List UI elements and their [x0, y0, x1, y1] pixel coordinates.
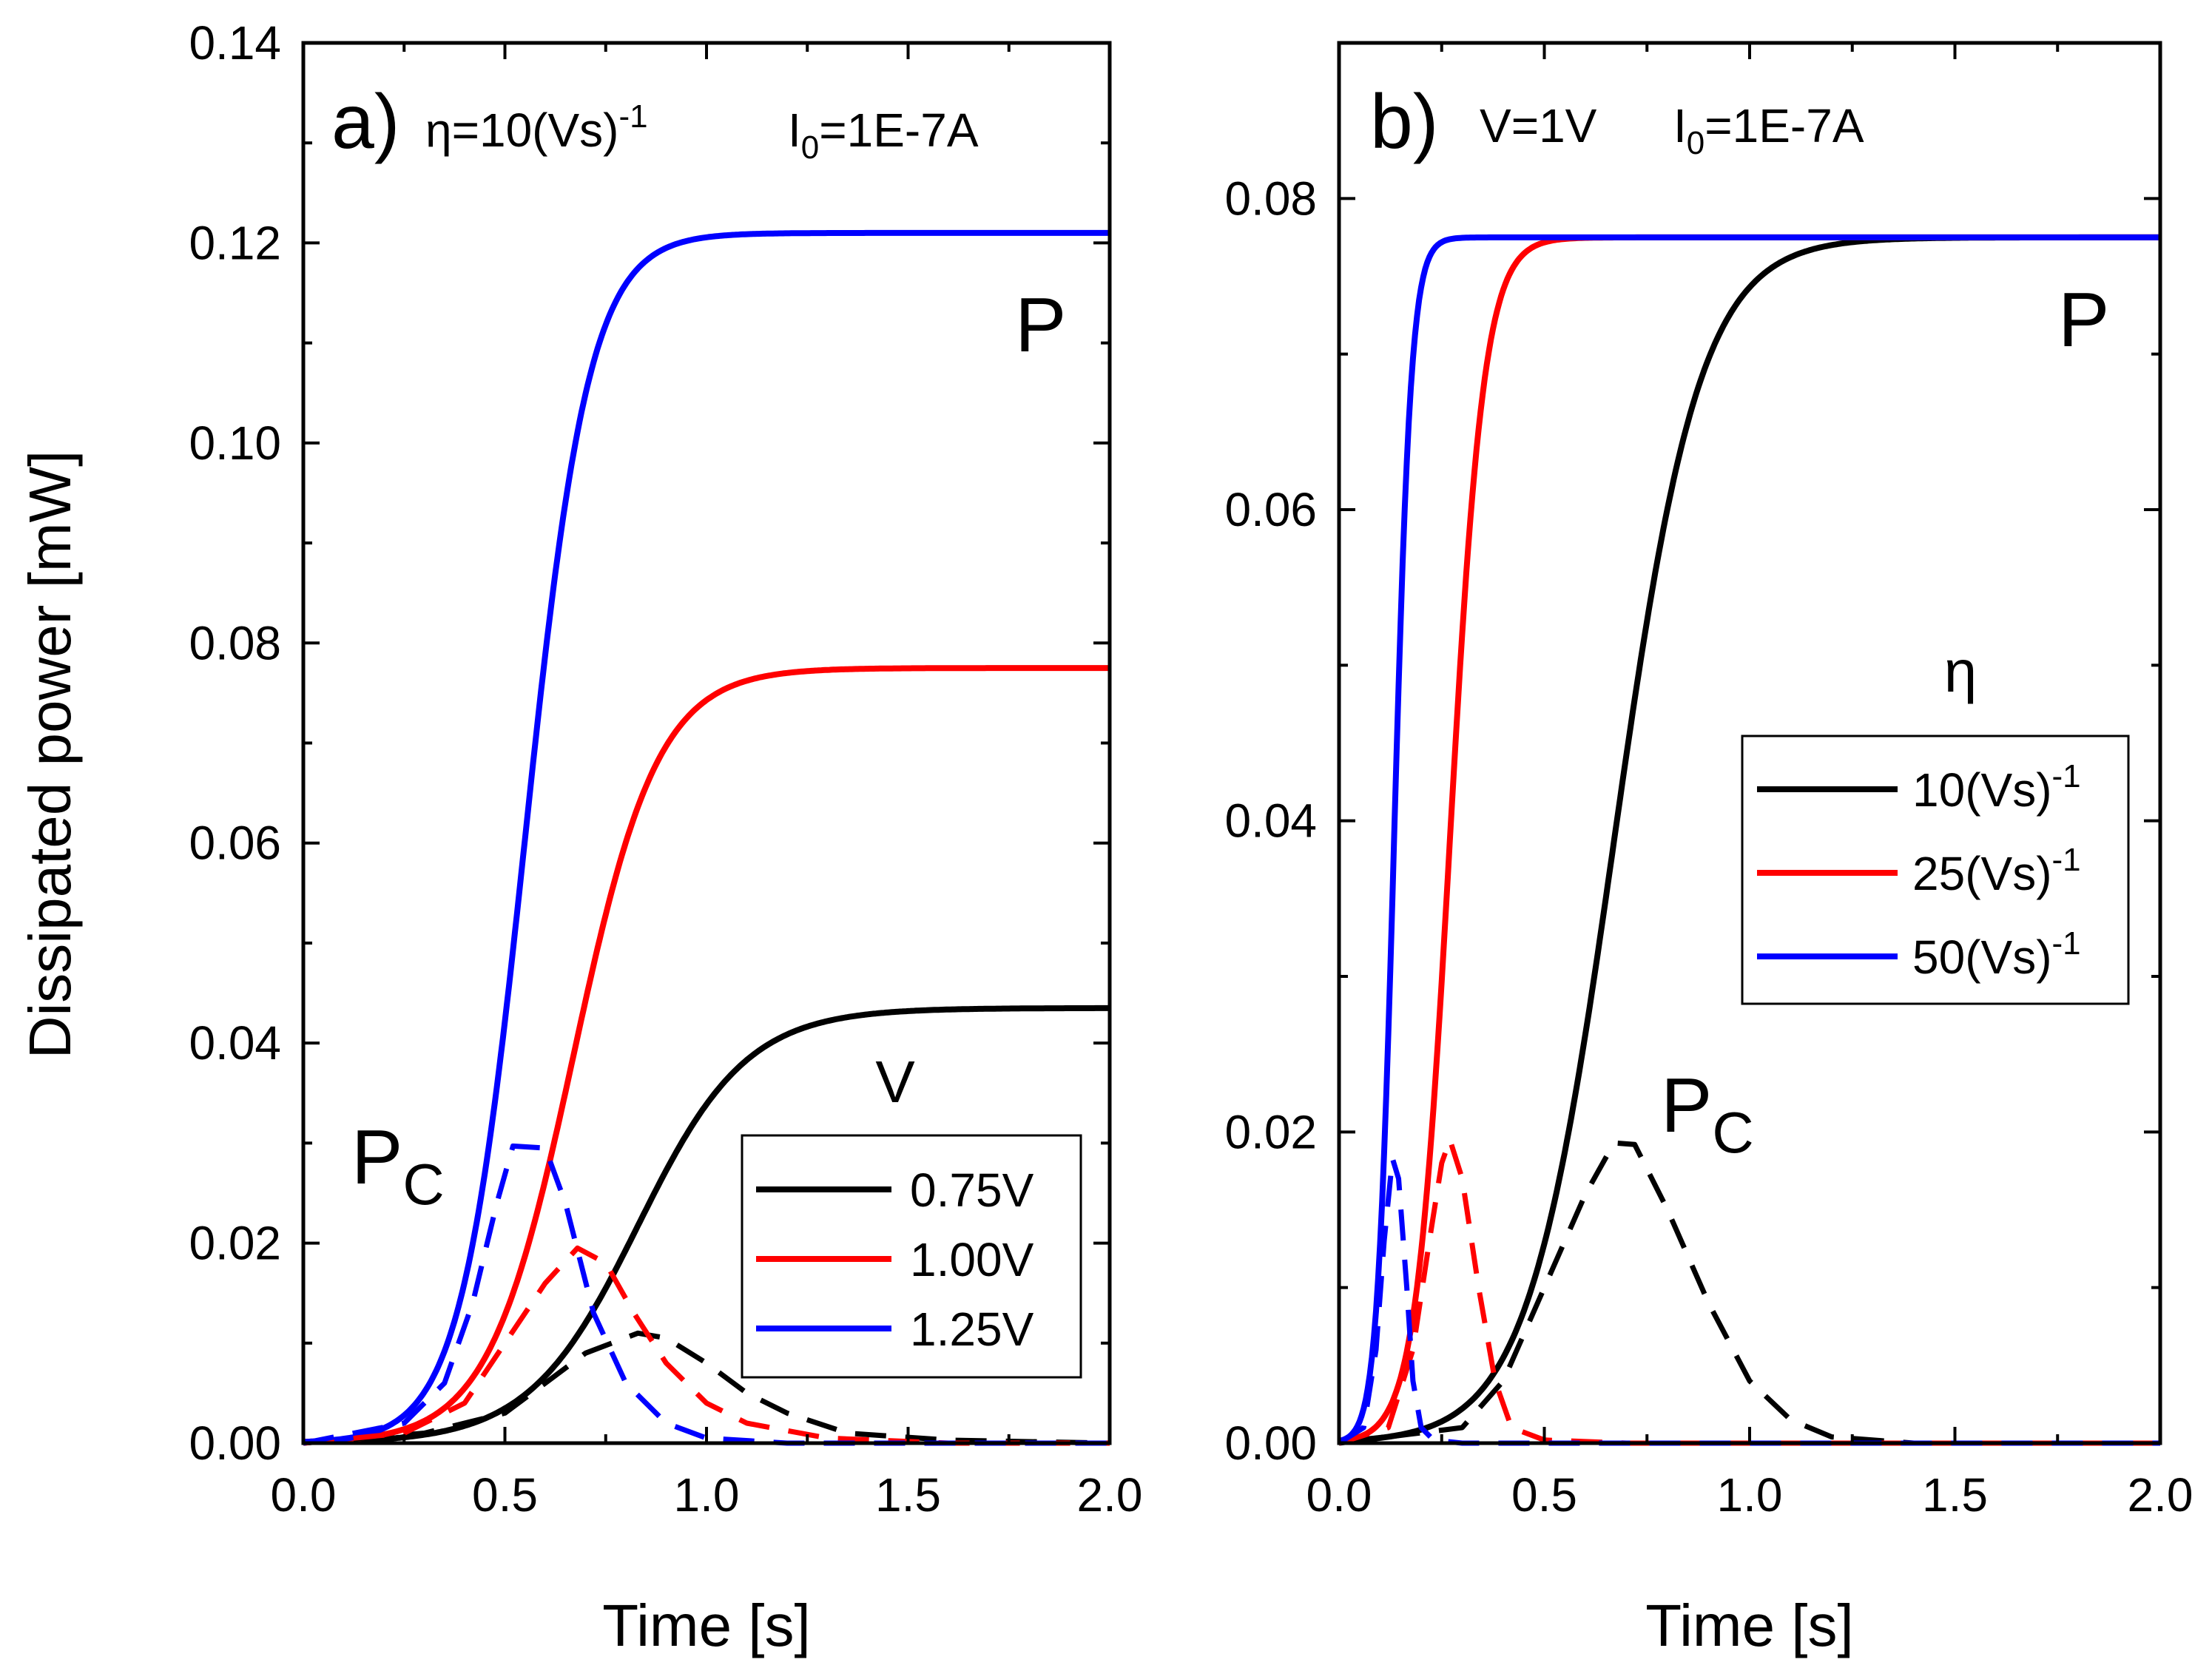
panel-a-pc-sub: C [402, 1152, 444, 1217]
panel-b-x-tick-label: 0.5 [1511, 1468, 1577, 1522]
panel-b-legend-label-0: 10(Vs)-1 [1912, 758, 2081, 817]
panel-b-legend-exp-1: -1 [2052, 842, 2081, 878]
panel-b-y-tick-label: 0.02 [1224, 1105, 1317, 1158]
panel-a-x-tick-label: 1.5 [875, 1468, 941, 1522]
panel-b-legend-entry-1: 25(Vs)-1 [1757, 842, 2081, 900]
panel-a-eta-exponent: -1 [618, 98, 647, 135]
panel-a-label: a) [331, 79, 399, 165]
panel-b-current-value: =1E-7A [1704, 99, 1864, 152]
panel-b-current-symbol: I [1673, 99, 1687, 152]
panel-b-legend-title: η [1944, 638, 1977, 704]
panel-a-legend-label-1: 1.00V [910, 1233, 1034, 1286]
panel-a-y-tick-label: 0.12 [189, 216, 281, 269]
panel-a-ticks [302, 41, 1111, 1445]
panel-a-current-symbol: I [788, 104, 801, 157]
panel-a-curves [302, 229, 1111, 1446]
panel-a-condition: η=10(Vs)-1 I0=1E-7A [425, 98, 979, 166]
panel-a-legend-entry-1: 1.00V [756, 1233, 1034, 1286]
panel-b-pc-sub: C [1712, 1100, 1753, 1165]
panel-b-y-tick-labels: 0.00 0.02 0.04 0.06 0.08 [1224, 172, 1317, 1470]
panel-b-current-subscript: 0 [1687, 125, 1704, 161]
panel-a-pc-main: P [351, 1115, 402, 1201]
panel-a-series-pc-5 [303, 1143, 1110, 1446]
panel-b-voltage: V=1V [1480, 99, 1597, 152]
panel-b-legend-main-1: 25(Vs) [1912, 847, 2052, 900]
panel-b-x-tick-label: 1.5 [1922, 1468, 1988, 1522]
panel-b-legend-exp-2: -1 [2052, 925, 2081, 962]
panel-a-series-pc-4 [303, 1245, 1110, 1446]
panel-b-legend-label-2: 50(Vs)-1 [1912, 925, 2081, 984]
panel-a-eta-symbol: η [425, 104, 452, 157]
panel-a-y-tick-label: 0.14 [189, 16, 281, 70]
panel-b-y-tick-label: 0.04 [1224, 794, 1317, 848]
panel-a-legend-label-2: 1.25V [910, 1303, 1034, 1356]
panel-a: 0.00 0.02 0.04 0.06 0.08 0.10 0.12 0.14 0.0 0.5 1… [189, 16, 1142, 1658]
panel-b-legend-entry-2: 50(Vs)-1 [1757, 925, 2081, 984]
panel-b-x-tick-label: 2.0 [2128, 1468, 2194, 1522]
panel-a-y-tick-label: 0.04 [189, 1016, 281, 1070]
panel-b-series-p-2 [1338, 234, 2162, 1445]
panel-a-x-axis-label: Time [s] [602, 1593, 810, 1658]
panel-a-series-p-0 [302, 1004, 1111, 1445]
panel-a-legend-entry-0: 0.75V [756, 1164, 1034, 1217]
panel-b-x-tick-label: 0.0 [1306, 1468, 1372, 1522]
panel-a-y-tick-labels: 0.00 0.02 0.04 0.06 0.08 0.10 0.12 0.14 [189, 16, 281, 1470]
panel-b-x-tick-label: 1.0 [1717, 1468, 1783, 1522]
panel-b-condition: V=1V I0=1E-7A [1480, 99, 1864, 161]
panel-a-legend-title: V [875, 1049, 915, 1115]
panel-a-y-tick-label: 0.00 [189, 1417, 281, 1470]
panel-b-label: b) [1370, 79, 1438, 165]
panel-a-y-tick-label: 0.06 [189, 817, 281, 870]
panel-a-eta-value: =10(Vs) [452, 104, 619, 157]
panel-a-x-tick-label: 0.5 [472, 1468, 538, 1522]
panel-a-y-tick-label: 0.10 [189, 416, 281, 470]
panel-a-y-tick-label: 0.08 [189, 616, 281, 669]
panel-b-x-axis-label: Time [s] [1645, 1593, 1853, 1658]
panel-a-series-p-2 [302, 229, 1111, 1445]
panel-b-x-tick-labels: 0.0 0.5 1.0 1.5 2.0 [1306, 1468, 2194, 1522]
panel-a-legend-label-0: 0.75V [910, 1164, 1034, 1217]
panel-b-series-pc-5 [1338, 1155, 2160, 1446]
panel-a-x-tick-label: 1.0 [674, 1468, 740, 1522]
panel-a-x-tick-labels: 0.0 0.5 1.0 1.5 2.0 [271, 1468, 1143, 1522]
panel-a-series-pc-3 [303, 1330, 1110, 1446]
panel-b: 0.00 0.02 0.04 0.06 0.08 0.0 0.5 1.0 1.5 2.0 Tim… [1224, 41, 2194, 1658]
panel-a-p-label: P [1015, 283, 1066, 368]
panel-b-legend-label-1: 25(Vs)-1 [1912, 842, 2081, 900]
panel-b-ticks [1338, 41, 2162, 1445]
y-axis-label: Dissipated power [mW] [17, 450, 83, 1058]
panel-b-series-pc-4 [1338, 1137, 2160, 1446]
panel-b-y-tick-label: 0.06 [1224, 483, 1317, 536]
panel-b-y-tick-label: 0.08 [1224, 172, 1317, 225]
panel-b-legend-entry-0: 10(Vs)-1 [1757, 758, 2081, 817]
panel-b-curves [1338, 234, 2162, 1446]
panel-a-x-tick-label: 0.0 [271, 1468, 337, 1522]
panel-b-series-pc-3 [1338, 1140, 2160, 1446]
panel-b-pc-label: PC [1661, 1063, 1754, 1165]
panel-b-y-tick-label: 0.00 [1224, 1417, 1317, 1470]
panel-b-legend-exp-0: -1 [2052, 758, 2081, 794]
panel-a-x-tick-label: 2.0 [1077, 1468, 1143, 1522]
panel-a-y-tick-label: 0.02 [189, 1217, 281, 1270]
panel-a-current-value: =1E-7A [819, 104, 979, 157]
panel-b-p-label: P [2058, 277, 2109, 363]
panel-a-legend-entry-2: 1.25V [756, 1303, 1034, 1356]
panel-a-pc-label: PC [351, 1115, 445, 1217]
panel-a-current-subscript: 0 [801, 129, 819, 166]
panel-b-legend-main-2: 50(Vs) [1912, 931, 2052, 984]
panel-b-legend-main-0: 10(Vs) [1912, 763, 2052, 817]
panel-a-series-p-1 [302, 665, 1111, 1445]
panel-b-pc-main: P [1661, 1063, 1712, 1149]
